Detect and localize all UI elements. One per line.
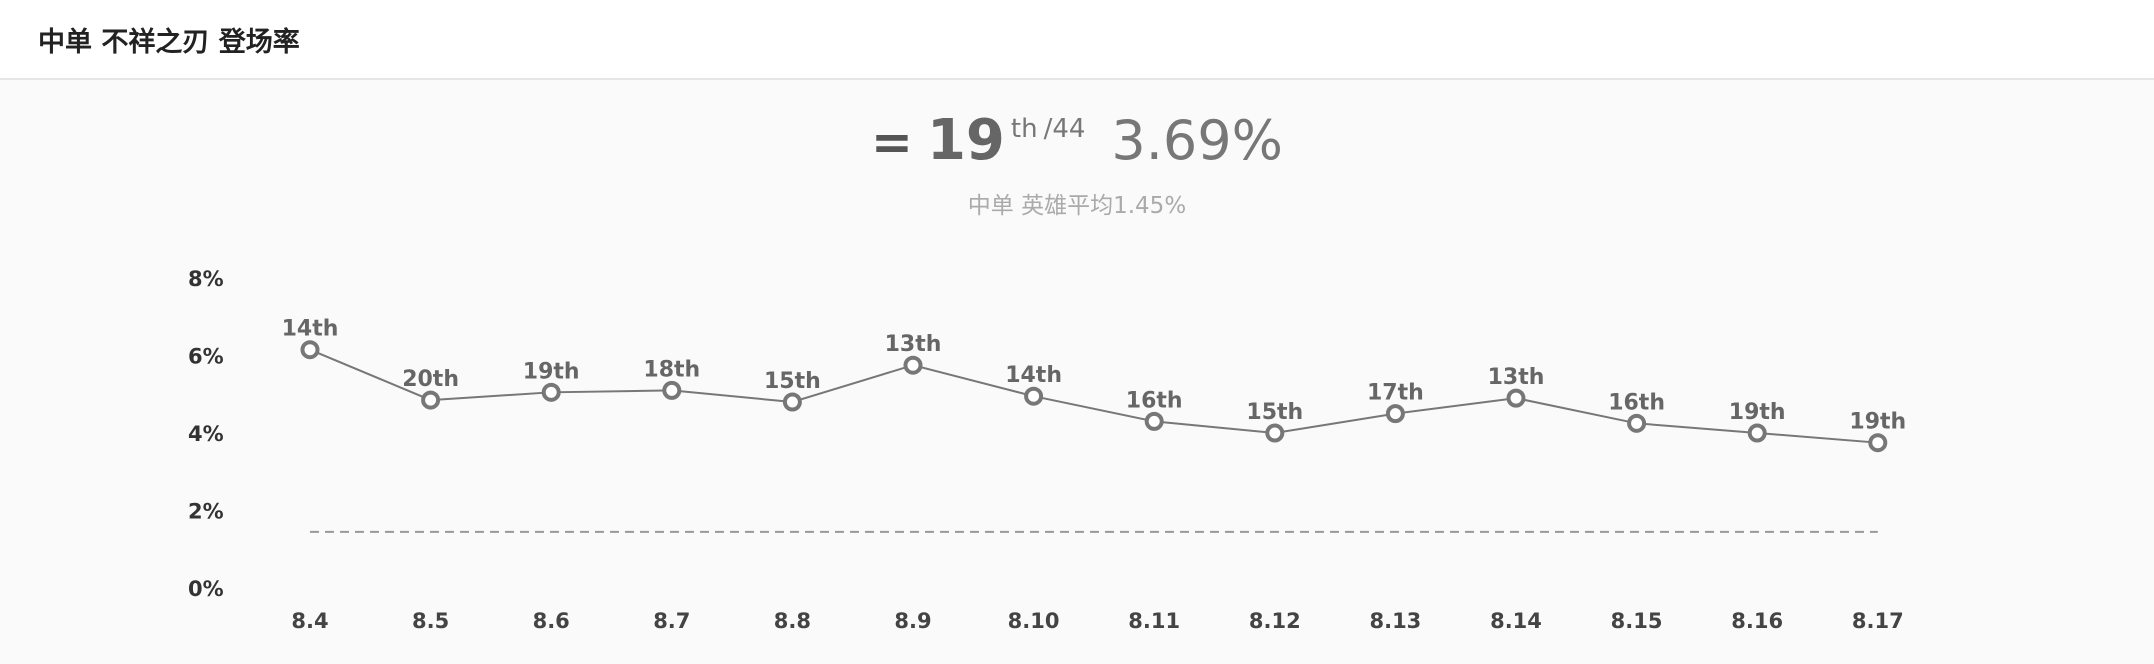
data-point xyxy=(1868,433,1888,453)
x-tick-label: 8.6 xyxy=(533,609,570,633)
x-tick-label: 8.15 xyxy=(1611,609,1663,633)
rank-total: /44 xyxy=(1043,114,1086,144)
series-line xyxy=(309,348,1878,444)
data-point xyxy=(662,380,682,400)
y-tick-label: 8% xyxy=(188,267,224,291)
data-point-rank-label: 20th xyxy=(402,367,459,392)
x-tick-label: 8.5 xyxy=(412,609,449,633)
pick-rate: 3.69% xyxy=(1111,109,1283,172)
trend-symbol: = xyxy=(871,113,913,171)
data-point-rank-label: 14th xyxy=(1005,363,1062,388)
x-tick-label: 8.17 xyxy=(1852,609,1904,633)
x-tick-label: 8.11 xyxy=(1128,609,1180,633)
data-point xyxy=(541,382,561,402)
rank-suffix: th xyxy=(1010,114,1038,144)
data-point xyxy=(1627,413,1647,433)
data-point-rank-label: 16th xyxy=(1608,390,1665,415)
data-point xyxy=(1385,404,1405,424)
data-point xyxy=(1265,423,1285,443)
x-tick-label: 8.7 xyxy=(653,609,690,633)
data-point-rank-label: 13th xyxy=(885,332,942,357)
x-tick-label: 8.12 xyxy=(1249,609,1301,633)
x-tick-label: 8.16 xyxy=(1731,609,1783,633)
data-point-rank-label: 13th xyxy=(1488,365,1545,390)
y-tick-label: 4% xyxy=(188,422,224,446)
rank-value: 19 xyxy=(926,108,1005,173)
data-point-rank-label: 14th xyxy=(282,317,339,342)
x-tick-label: 8.14 xyxy=(1490,609,1542,633)
page-title: 中单 不祥之刃 登场率 xyxy=(38,27,300,58)
data-point xyxy=(300,340,320,360)
x-tick-label: 8.4 xyxy=(291,609,328,633)
x-tick-label: 8.10 xyxy=(1008,609,1060,633)
y-tick-label: 6% xyxy=(188,345,224,369)
data-point-rank-label: 15th xyxy=(1246,400,1303,425)
data-point xyxy=(1024,386,1044,406)
data-point-rank-label: 19th xyxy=(523,359,580,384)
page-header: 中单 不祥之刃 登场率 xyxy=(0,0,2154,80)
x-tick-label: 8.13 xyxy=(1369,609,1421,633)
y-tick-label: 2% xyxy=(188,500,224,524)
data-point xyxy=(1144,411,1164,431)
y-tick-label: 0% xyxy=(188,577,224,601)
data-point-rank-label: 19th xyxy=(1849,410,1906,435)
data-point xyxy=(1506,388,1526,408)
data-point xyxy=(782,392,802,412)
data-point-rank-label: 17th xyxy=(1367,381,1424,406)
x-tick-label: 8.8 xyxy=(774,609,811,633)
data-point xyxy=(421,390,441,410)
data-point-rank-label: 15th xyxy=(764,369,821,394)
data-point-rank-label: 18th xyxy=(643,357,700,382)
data-point-rank-label: 16th xyxy=(1126,388,1183,413)
data-point-rank-label: 19th xyxy=(1729,400,1786,425)
x-tick-label: 8.9 xyxy=(894,609,931,633)
average-text: 中单 英雄平均1.45% xyxy=(967,193,1187,219)
data-point xyxy=(1747,423,1767,443)
data-point xyxy=(903,355,923,375)
